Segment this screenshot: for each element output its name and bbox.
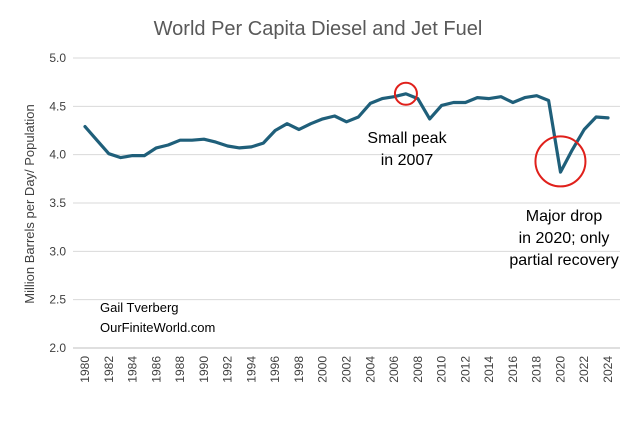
- y-tick-label: 2.5: [49, 293, 66, 307]
- x-tick-label: 2022: [577, 356, 591, 383]
- y-tick-label: 2.0: [49, 341, 66, 355]
- credit-line: OurFiniteWorld.com: [100, 320, 215, 335]
- annotation-line: Small peak: [367, 130, 447, 147]
- x-tick-label: 2000: [316, 356, 330, 383]
- x-tick-label: 1994: [244, 356, 258, 383]
- x-tick-label: 2024: [601, 356, 615, 383]
- annotation-line: partial recovery: [509, 252, 618, 269]
- y-tick-label: 5.0: [49, 51, 66, 65]
- credit-text: Gail Tverberg OurFiniteWorld.com: [100, 300, 215, 335]
- x-tick-label: 1998: [292, 356, 306, 383]
- x-tick-label: 2004: [363, 356, 377, 383]
- x-tick-label: 2008: [411, 356, 425, 383]
- x-tick-label: 2010: [435, 356, 449, 383]
- y-axis-label: Million Barrels per Day/ Population: [22, 104, 37, 303]
- gridlines: [73, 57, 620, 349]
- series-lines: [83, 92, 610, 174]
- highlight-circle: [393, 81, 418, 106]
- y-tick-label: 4.0: [49, 148, 66, 162]
- x-tick-label: 2002: [340, 356, 354, 383]
- x-tick-label: 1984: [126, 356, 140, 383]
- credit-line: Gail Tverberg: [100, 300, 179, 315]
- x-tick-label: 1996: [268, 356, 282, 383]
- x-tick-label: 1988: [173, 356, 187, 383]
- annotation-line: in 2007: [381, 152, 434, 169]
- y-tick-label: 3.0: [49, 244, 66, 258]
- x-tick-label: 2006: [387, 356, 401, 383]
- highlight-circle: [534, 135, 587, 188]
- y-tick-label: 3.5: [49, 196, 66, 210]
- x-tick-label: 1990: [197, 356, 211, 383]
- annotation-text: Major drop in 2020; only partial recovery: [509, 208, 618, 269]
- annotation-line: Major drop: [526, 208, 603, 225]
- x-tick-label: 1980: [78, 356, 92, 383]
- y-tick-label: 4.5: [49, 99, 66, 113]
- series-line: [83, 92, 610, 174]
- x-tick-label: 2018: [530, 356, 544, 383]
- x-tick-label: 1986: [149, 356, 163, 383]
- chart-title: World Per Capita Diesel and Jet Fuel: [154, 18, 483, 40]
- x-tick-label: 2012: [458, 356, 472, 383]
- annotations: Small peak in 2007 Major drop in 2020; only…: [367, 81, 619, 269]
- x-tick-label: 1982: [102, 356, 116, 383]
- y-tick-labels: 2.0 2.5 3.0 3.5 4.0 4.5 5.0: [49, 51, 66, 355]
- annotation-text: Small peak in 2007: [367, 130, 447, 169]
- annotation-line: in 2020; only: [519, 230, 610, 247]
- x-tick-label: 2020: [553, 356, 567, 383]
- x-tick-label: 2014: [482, 356, 496, 383]
- x-tick-label: 2016: [506, 356, 520, 383]
- x-tick-label: 1992: [221, 356, 235, 383]
- x-tick-labels: 1980 1982 1984 1986 1988 1990 1992 1994 1996 1998…: [78, 356, 615, 383]
